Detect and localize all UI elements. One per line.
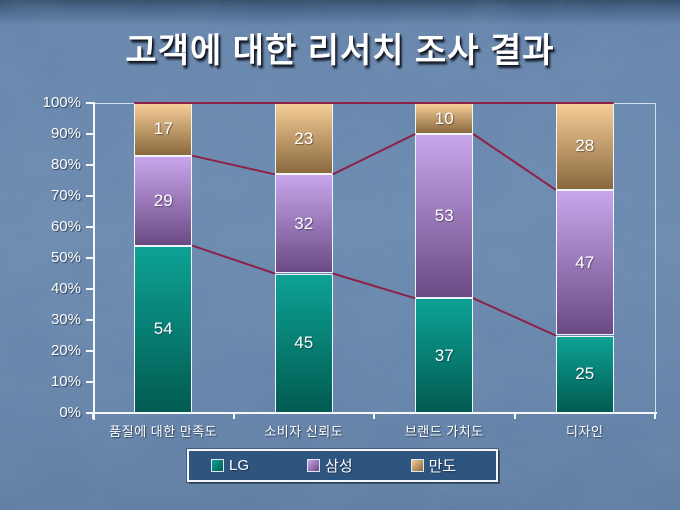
y-tick-mark [86, 257, 93, 259]
series-line [192, 154, 275, 176]
y-tick-label: 60% [50, 218, 81, 235]
bar-segment-만도: 28 [555, 103, 614, 190]
segment-value-label: 54 [153, 319, 173, 339]
legend-label: 삼성 [325, 458, 353, 475]
y-tick-label: 30% [50, 311, 81, 328]
mando-series-swatch-icon [410, 459, 424, 472]
segment-value-label: 45 [294, 333, 314, 353]
y-tick-label: 70% [50, 187, 81, 204]
y-tick-label: 90% [50, 125, 81, 142]
y-tick-mark [86, 133, 93, 135]
x-category-label: 소비자 신뢰도 [264, 424, 344, 439]
y-tick-mark [86, 102, 93, 104]
series-line [332, 272, 416, 300]
bar-segment-LG: 25 [555, 335, 614, 413]
y-tick-mark [86, 164, 93, 166]
y-tick-label: 10% [50, 373, 81, 390]
slide-title: 고객에 대한 리서치 조사 결과 [125, 32, 555, 70]
segment-value-label: 37 [434, 345, 454, 365]
legend-item-lg: LG [211, 457, 249, 474]
y-tick-mark [86, 226, 93, 228]
series-line [191, 244, 276, 275]
series-line [472, 297, 557, 337]
y-axis-line [93, 102, 95, 420]
segment-value-label: 29 [153, 190, 173, 210]
y-tick-mark [86, 350, 93, 352]
bar-segment-만도: 17 [134, 103, 193, 156]
bar-segment-LG: 54 [134, 245, 193, 413]
bar-segment-LG: 45 [274, 273, 333, 413]
samsung-series-swatch-icon [307, 459, 321, 472]
y-tick-label: 100% [42, 94, 81, 111]
y-tick-mark [86, 288, 93, 290]
chart-legend: LG 삼성 만도 [187, 449, 498, 482]
bar-segment-만도: 23 [274, 103, 333, 175]
y-tick-mark [86, 195, 93, 197]
segment-value-label: 53 [434, 206, 454, 226]
x-tick-mark [92, 413, 94, 419]
y-tick-mark [86, 319, 93, 321]
segment-value-label: 17 [153, 119, 173, 139]
segment-value-label: 10 [434, 108, 454, 128]
y-tick-label: 80% [50, 156, 81, 173]
segment-value-label: 23 [294, 128, 314, 148]
x-category-label: 브랜드 가치도 [404, 424, 484, 439]
y-tick-label: 20% [50, 342, 81, 359]
bar-segment-LG: 37 [415, 298, 474, 413]
y-tick-label: 50% [50, 249, 81, 266]
segment-value-label: 28 [575, 136, 595, 156]
x-category-label: 디자인 [566, 424, 604, 439]
x-tick-mark [232, 413, 235, 419]
lg-series-swatch-icon [211, 459, 224, 472]
legend-label: LG [229, 457, 250, 474]
x-tick-mark [373, 413, 375, 419]
x-category-label: 품질에 대한 만족도 [109, 424, 218, 439]
legend-item-samsung: 삼성 [307, 455, 353, 476]
series-line [472, 133, 557, 191]
x-tick-mark [513, 413, 516, 419]
bar-segment-삼성: 32 [274, 174, 333, 274]
segment-value-label: 32 [294, 213, 314, 233]
x-tick-mark [654, 413, 656, 419]
segment-value-label: 25 [575, 364, 595, 384]
series-line [332, 133, 416, 176]
plot-area-right-border [655, 103, 656, 413]
segment-value-label: 47 [575, 252, 595, 272]
legend-label: 만도 [428, 458, 457, 475]
legend-item-mando: 만도 [410, 455, 457, 476]
bar-segment-삼성: 47 [555, 189, 614, 336]
bar-segment-삼성: 29 [134, 155, 193, 246]
y-tick-label: 0% [59, 404, 81, 421]
y-tick-mark [86, 381, 93, 383]
bar-segment-삼성: 53 [415, 134, 474, 299]
y-tick-label: 40% [50, 280, 81, 297]
bar-segment-만도: 10 [415, 103, 474, 134]
